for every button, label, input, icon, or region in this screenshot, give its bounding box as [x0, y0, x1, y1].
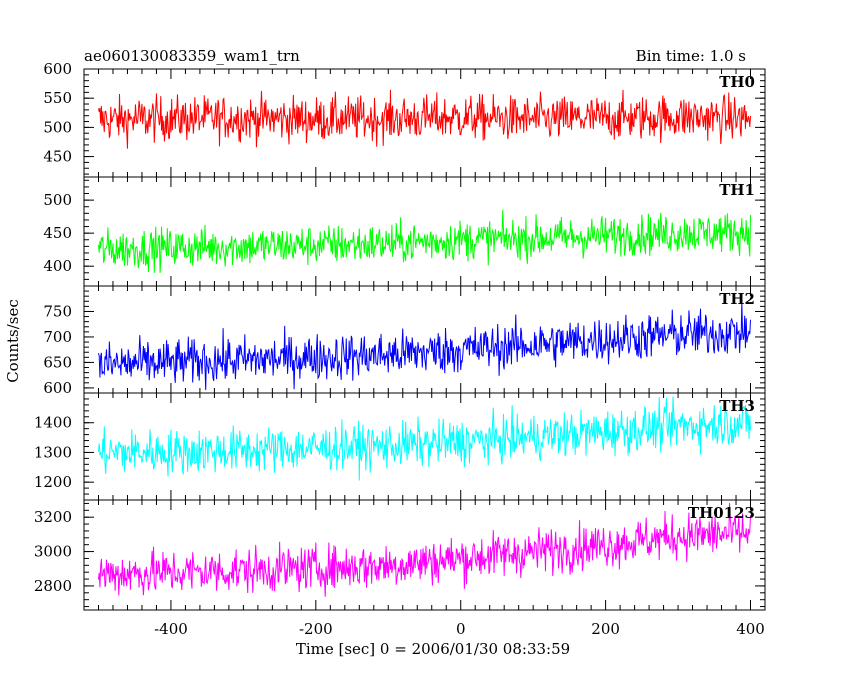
- y-tick-label: 1300: [34, 443, 72, 461]
- y-tick-label: 500: [43, 191, 72, 209]
- y-tick-label: 700: [43, 328, 72, 346]
- series-line-th0: [98, 89, 752, 149]
- y-tick-label: 650: [43, 353, 72, 371]
- series-line-th0123: [97, 503, 752, 597]
- y-tick-label: 3200: [34, 508, 72, 526]
- y-tick-label: 400: [43, 257, 72, 275]
- chart-title: ae060130083359_wam1_trn: [84, 47, 300, 65]
- bin-time-label: Bin time: 1.0 s: [636, 47, 746, 65]
- panel-label-th2: TH2: [719, 290, 755, 308]
- series-line-th3: [97, 396, 752, 481]
- panel-label-th1: TH1: [719, 181, 755, 199]
- y-tick-label: 500: [43, 118, 72, 136]
- y-tick-label: 1200: [34, 473, 72, 491]
- y-tick-label: 1400: [34, 414, 72, 432]
- y-tick-label: 3000: [34, 543, 72, 561]
- x-axis-label: Time [sec] 0 = 2006/01/30 08:33:59: [296, 640, 570, 658]
- panel-th3: 1200 1300 1400 TH3: [34, 392, 766, 501]
- x-tick-label: 0: [456, 620, 466, 638]
- x-tick-label: 200: [591, 620, 620, 638]
- y-tick-label: 550: [43, 89, 72, 107]
- x-tick-label: 400: [736, 620, 765, 638]
- panel-th0: 450 500 550 600 TH0: [43, 60, 766, 178]
- panel-th2: 600 650 700 750 TH2: [43, 285, 766, 397]
- panel-frame: [83, 499, 766, 611]
- x-tick-label: -400: [154, 620, 188, 638]
- panels-group: 450 500 550 600 TH0 400 450 500 TH1 600 650 700 750 T…: [34, 60, 766, 611]
- panel-label-th0123: TH0123: [688, 504, 755, 522]
- x-axis: -400 -200 0 200 400: [154, 620, 765, 638]
- series-line-th2: [98, 301, 752, 391]
- panel-th0123: 2800 3000 3200 TH0123: [34, 499, 766, 611]
- y-tick-label: 750: [43, 302, 72, 320]
- y-axis-label: Counts/sec: [4, 299, 22, 383]
- panel-label-th3: TH3: [719, 397, 755, 415]
- y-tick-label: 2800: [34, 577, 72, 595]
- y-tick-label: 450: [43, 148, 72, 166]
- panel-label-th0: TH0: [719, 73, 755, 91]
- x-tick-label: -200: [299, 620, 333, 638]
- panel-th1: 400 450 500 TH1: [43, 176, 766, 287]
- y-tick-label: 600: [43, 60, 72, 78]
- y-tick-label: 600: [43, 379, 72, 397]
- y-tick-label: 450: [43, 224, 72, 242]
- series-line-th1: [97, 209, 752, 273]
